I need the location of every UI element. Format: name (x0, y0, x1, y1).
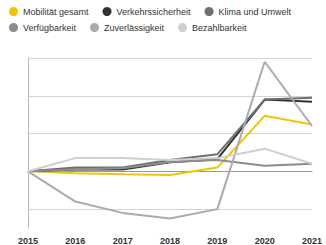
svg-text:Bezahlbarkeit: Bezahlbarkeit (192, 23, 247, 33)
svg-text:Zuverlässigkeit: Zuverlässigkeit (104, 23, 165, 33)
svg-text:Verfügbarkeit: Verfügbarkeit (23, 23, 77, 33)
svg-text:Mobilität gesamt: Mobilität gesamt (23, 7, 89, 17)
svg-text:Klima und Umwelt: Klima und Umwelt (219, 7, 292, 17)
svg-text:2018: 2018 (160, 236, 180, 245)
svg-text:2017: 2017 (113, 236, 133, 245)
svg-text:2020: 2020 (255, 236, 275, 245)
svg-text:2021: 2021 (302, 236, 322, 245)
svg-text:2016: 2016 (65, 236, 85, 245)
svg-text:2015: 2015 (18, 236, 38, 245)
svg-text:Verkehrssicherheit: Verkehrssicherheit (117, 7, 192, 17)
svg-text:2019: 2019 (207, 236, 227, 245)
